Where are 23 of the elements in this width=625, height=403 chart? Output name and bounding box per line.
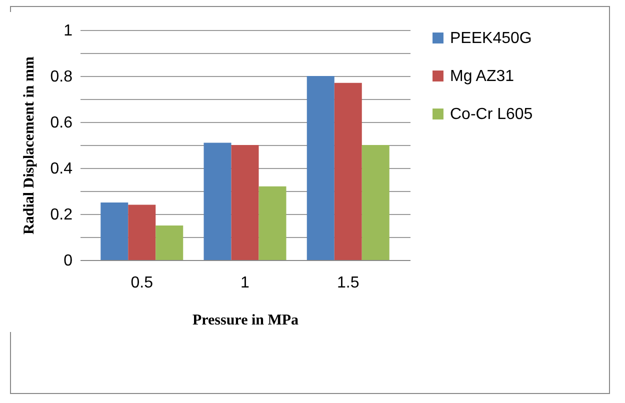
- bar: [258, 186, 286, 260]
- legend-label: Co-Cr L605: [450, 106, 533, 123]
- bar: [362, 145, 390, 260]
- y-tick-label: 0.8: [50, 68, 73, 86]
- y-axis-title: Radial Displacement in mm: [21, 56, 38, 234]
- bar: [128, 204, 156, 260]
- x-axis-title: Pressure in MPa: [192, 312, 300, 328]
- bar: [306, 76, 334, 260]
- y-tick-label: 0.4: [50, 160, 73, 178]
- x-tick-label: 1: [240, 274, 250, 292]
- bar: [231, 145, 259, 260]
- x-tick-label: 0.5: [130, 274, 154, 292]
- bar: [334, 82, 362, 260]
- bar: [156, 226, 184, 260]
- y-tick-label: 1: [64, 22, 73, 40]
- bar: [100, 202, 128, 260]
- bar: [204, 142, 232, 260]
- y-tick-label: 0.6: [50, 114, 73, 132]
- legend-label: PEEK450G: [450, 30, 532, 47]
- y-tick-label: 0.2: [50, 206, 73, 224]
- x-tick-label: 1.5: [337, 274, 360, 292]
- y-tick-label: 0: [64, 252, 73, 270]
- legend-label: Mg AZ31: [450, 68, 514, 85]
